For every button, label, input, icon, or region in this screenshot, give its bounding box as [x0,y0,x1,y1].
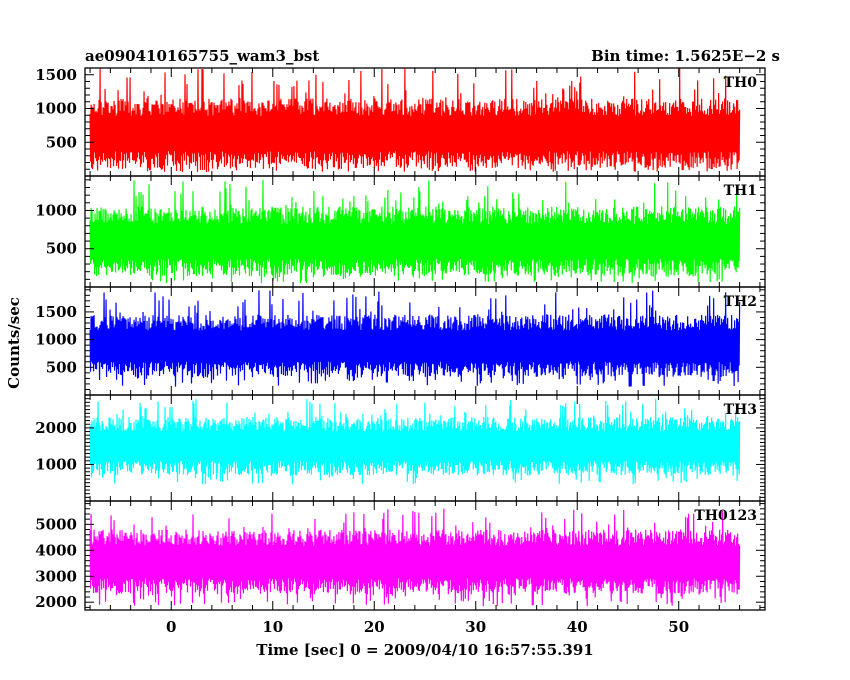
series-label-th0: TH0 [724,75,758,91]
series-th0-line [89,68,741,172]
panel-th3: 1000 2000 TH3 [35,394,766,502]
series-th3-line [89,398,741,485]
panel-th0123: 2000 3000 4000 5000 TH0123 [35,500,766,611]
chart-title: ae090410165755_wam3_bst [85,47,319,65]
y-tick-label: 1000 [35,201,77,219]
y-tick-label: 500 [46,133,77,151]
y-tick-label: 4000 [35,541,77,559]
x-tick-labels: 0 10 20 30 40 50 [166,618,689,636]
x-tick-label: 10 [262,618,283,636]
series-th2-line [89,290,741,387]
series-label-th1: TH1 [724,183,757,199]
y-tick-label: 3000 [35,567,77,585]
y-tick-label: 1500 [35,303,77,321]
y-tick-label: 500 [46,358,77,376]
y-tick-label: 1000 [35,331,77,349]
panel-th1: 500 1000 TH1 [35,175,766,288]
y-tick-label: 1000 [35,455,77,473]
x-tick-label: 40 [567,618,588,636]
x-tick-label: 50 [668,618,689,636]
x-tick-label: 30 [465,618,486,636]
y-tick-label: 2000 [35,419,77,437]
series-label-th2: TH2 [724,294,757,310]
panel-th2: 500 1000 1500 TH2 [35,286,766,396]
panels: 500 1000 1500 TH0 500 1000 TH1 500 1000 1500 TH2 10… [35,66,766,611]
bin-time-label: Bin time: 1.5625E−2 s [591,47,780,65]
y-tick-label: 5000 [35,515,77,533]
series-label-th0123: TH0123 [694,508,757,524]
y-axis-title: Counts/sec [5,297,23,389]
x-tick-label: 20 [364,618,385,636]
series-th0123-line [89,508,741,607]
series-label-th3: TH3 [724,402,757,418]
x-axis-title: Time [sec] 0 = 2009/04/10 16:57:55.391 [256,641,593,659]
y-tick-label: 1500 [35,66,77,84]
x-tick-label: 0 [166,618,176,636]
panel-th0: 500 1000 1500 TH0 [35,66,766,177]
y-tick-label: 2000 [35,593,77,611]
series-th1-line [89,180,741,284]
y-tick-label: 1000 [35,100,77,118]
y-tick-label: 500 [46,240,77,258]
